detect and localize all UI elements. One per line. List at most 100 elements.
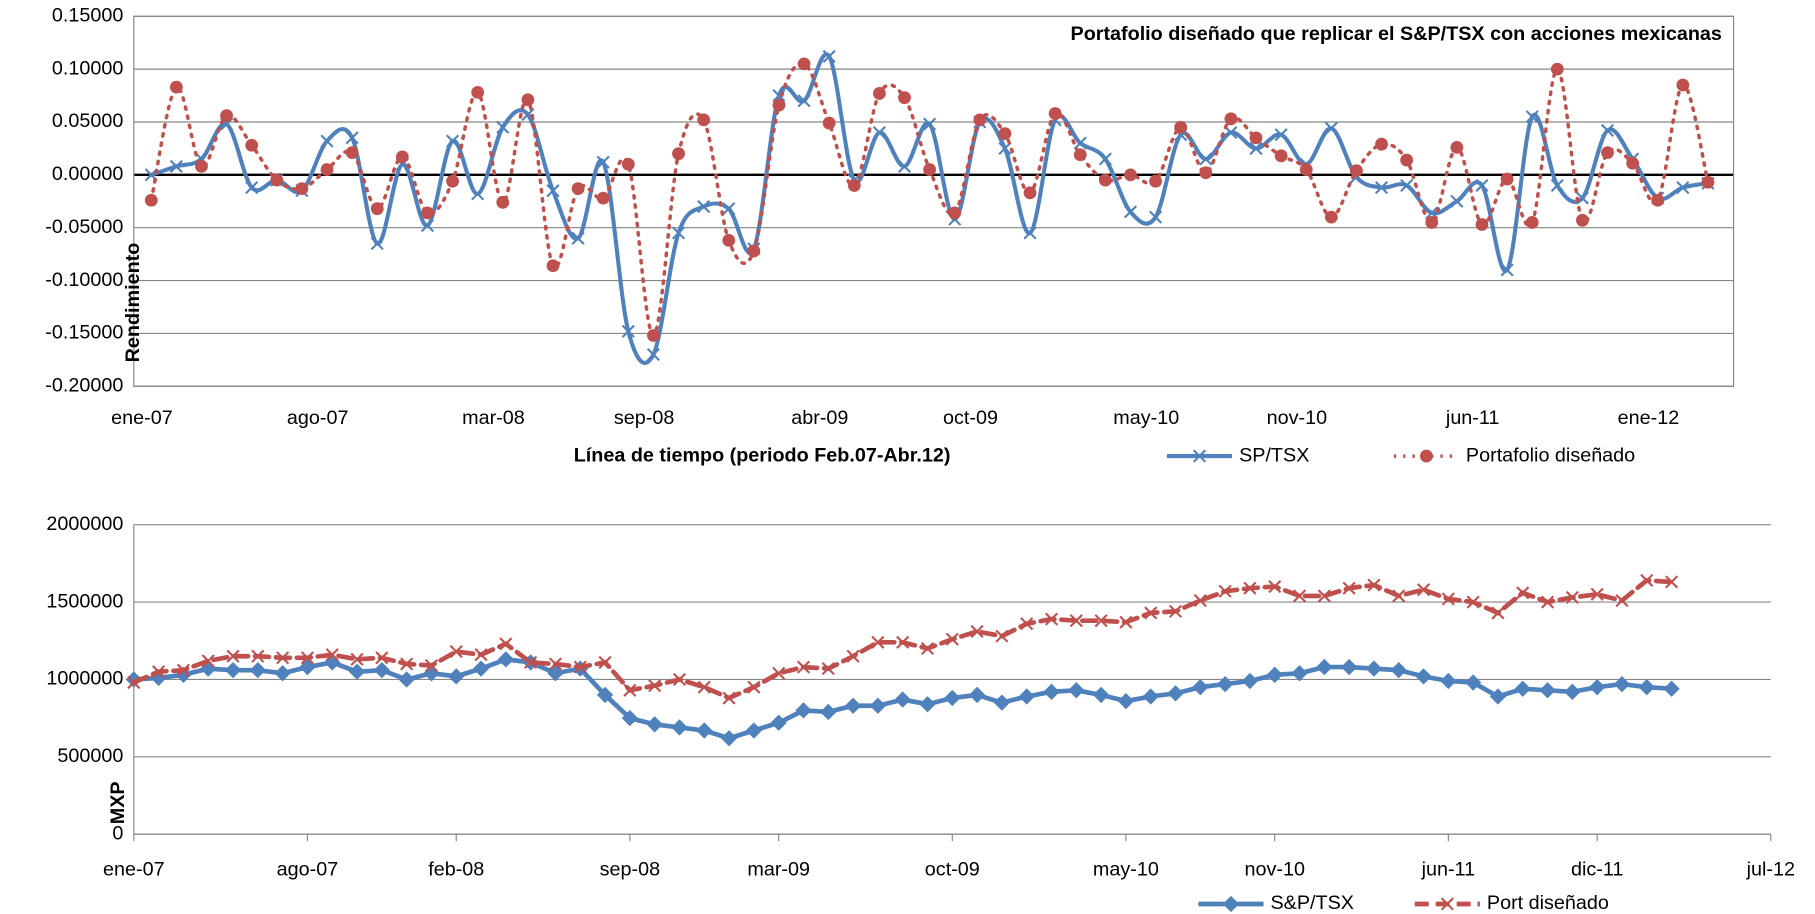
marker xyxy=(770,714,787,731)
marker xyxy=(548,657,563,671)
marker xyxy=(152,665,166,679)
marker xyxy=(1073,136,1087,150)
marker xyxy=(1266,666,1283,683)
marker xyxy=(1489,688,1507,705)
y-tick-label: 2000000 xyxy=(46,513,123,535)
marker xyxy=(1167,685,1184,702)
x-tick-label: jun-11 xyxy=(1445,407,1499,429)
marker xyxy=(1676,180,1690,195)
marker xyxy=(424,658,438,673)
marker xyxy=(220,109,233,123)
x-tick-label: ene-07 xyxy=(111,407,173,429)
marker xyxy=(671,719,688,736)
marker xyxy=(1651,193,1665,207)
y-tick-label: 0 xyxy=(112,822,123,844)
marker xyxy=(1466,595,1480,609)
marker xyxy=(1550,178,1564,192)
marker xyxy=(894,691,911,708)
marker xyxy=(796,660,811,674)
y-tick-label: 0.10000 xyxy=(52,57,123,79)
marker xyxy=(1415,668,1432,685)
marker xyxy=(820,703,837,721)
marker xyxy=(1199,152,1213,166)
marker xyxy=(1615,593,1629,608)
marker xyxy=(299,658,316,676)
marker xyxy=(420,219,435,233)
x-tick-label: nov-10 xyxy=(1267,407,1327,429)
marker xyxy=(1249,131,1263,145)
x-tick-label: feb-08 xyxy=(428,858,484,880)
y-tick-label: 1500000 xyxy=(46,590,123,612)
marker xyxy=(696,722,713,739)
marker xyxy=(923,117,937,131)
marker xyxy=(672,672,687,687)
marker xyxy=(1094,614,1108,628)
marker xyxy=(1068,682,1085,699)
x-tick-label: may-10 xyxy=(1113,407,1179,429)
marker xyxy=(395,150,409,164)
marker xyxy=(1441,592,1455,606)
marker xyxy=(844,697,862,714)
y-tick-label: 0.05000 xyxy=(52,110,123,132)
marker xyxy=(1475,178,1489,192)
marker xyxy=(1316,658,1333,676)
marker xyxy=(546,259,560,273)
marker xyxy=(1168,604,1183,618)
x-tick-label: ene-07 xyxy=(103,858,165,880)
marker xyxy=(571,231,585,245)
x-tick-label: oct-09 xyxy=(943,407,998,429)
marker xyxy=(846,649,860,663)
marker xyxy=(499,637,513,651)
marker xyxy=(1600,123,1615,138)
marker xyxy=(496,120,510,134)
chart-title: Portafolio diseñado que replicar el S&P/… xyxy=(1071,23,1722,45)
marker xyxy=(375,651,389,665)
x-tick-label: may-10 xyxy=(1093,858,1159,880)
marker xyxy=(448,668,465,685)
marker xyxy=(795,702,812,719)
marker xyxy=(345,146,359,160)
marker xyxy=(1192,679,1209,696)
marker xyxy=(546,184,560,198)
marker xyxy=(1020,617,1034,631)
marker xyxy=(398,671,415,688)
marker xyxy=(245,138,259,152)
marker xyxy=(1613,675,1631,693)
marker xyxy=(1044,612,1059,626)
legend-marker xyxy=(1419,449,1433,463)
marker xyxy=(1098,152,1112,166)
marker xyxy=(1043,683,1060,700)
marker xyxy=(998,127,1012,141)
legend-label: Portafolio diseñado xyxy=(1466,444,1635,466)
marker xyxy=(345,131,359,145)
marker xyxy=(1392,589,1406,603)
marker xyxy=(320,134,334,148)
marker xyxy=(1174,120,1188,134)
y-tick-label: -0.10000 xyxy=(45,269,123,291)
marker xyxy=(1243,581,1257,595)
marker xyxy=(446,174,459,188)
marker xyxy=(1193,593,1207,608)
marker xyxy=(1525,110,1539,124)
marker xyxy=(224,662,242,679)
marker xyxy=(1475,218,1489,231)
marker xyxy=(1565,590,1579,604)
marker xyxy=(772,98,786,112)
marker xyxy=(621,157,635,171)
marker xyxy=(400,657,414,671)
marker xyxy=(747,680,761,694)
marker xyxy=(1516,586,1530,600)
marker xyxy=(1023,186,1037,200)
marker xyxy=(350,652,364,666)
y-tick-label: -0.05000 xyxy=(45,216,123,238)
marker xyxy=(1274,149,1288,163)
marker xyxy=(1023,226,1037,240)
marker xyxy=(944,689,961,707)
marker xyxy=(697,200,711,214)
marker xyxy=(1601,146,1614,160)
marker xyxy=(1144,606,1158,620)
legend-marker xyxy=(1192,449,1207,463)
marker xyxy=(919,696,936,713)
x-tick-label: nov-10 xyxy=(1245,858,1305,880)
